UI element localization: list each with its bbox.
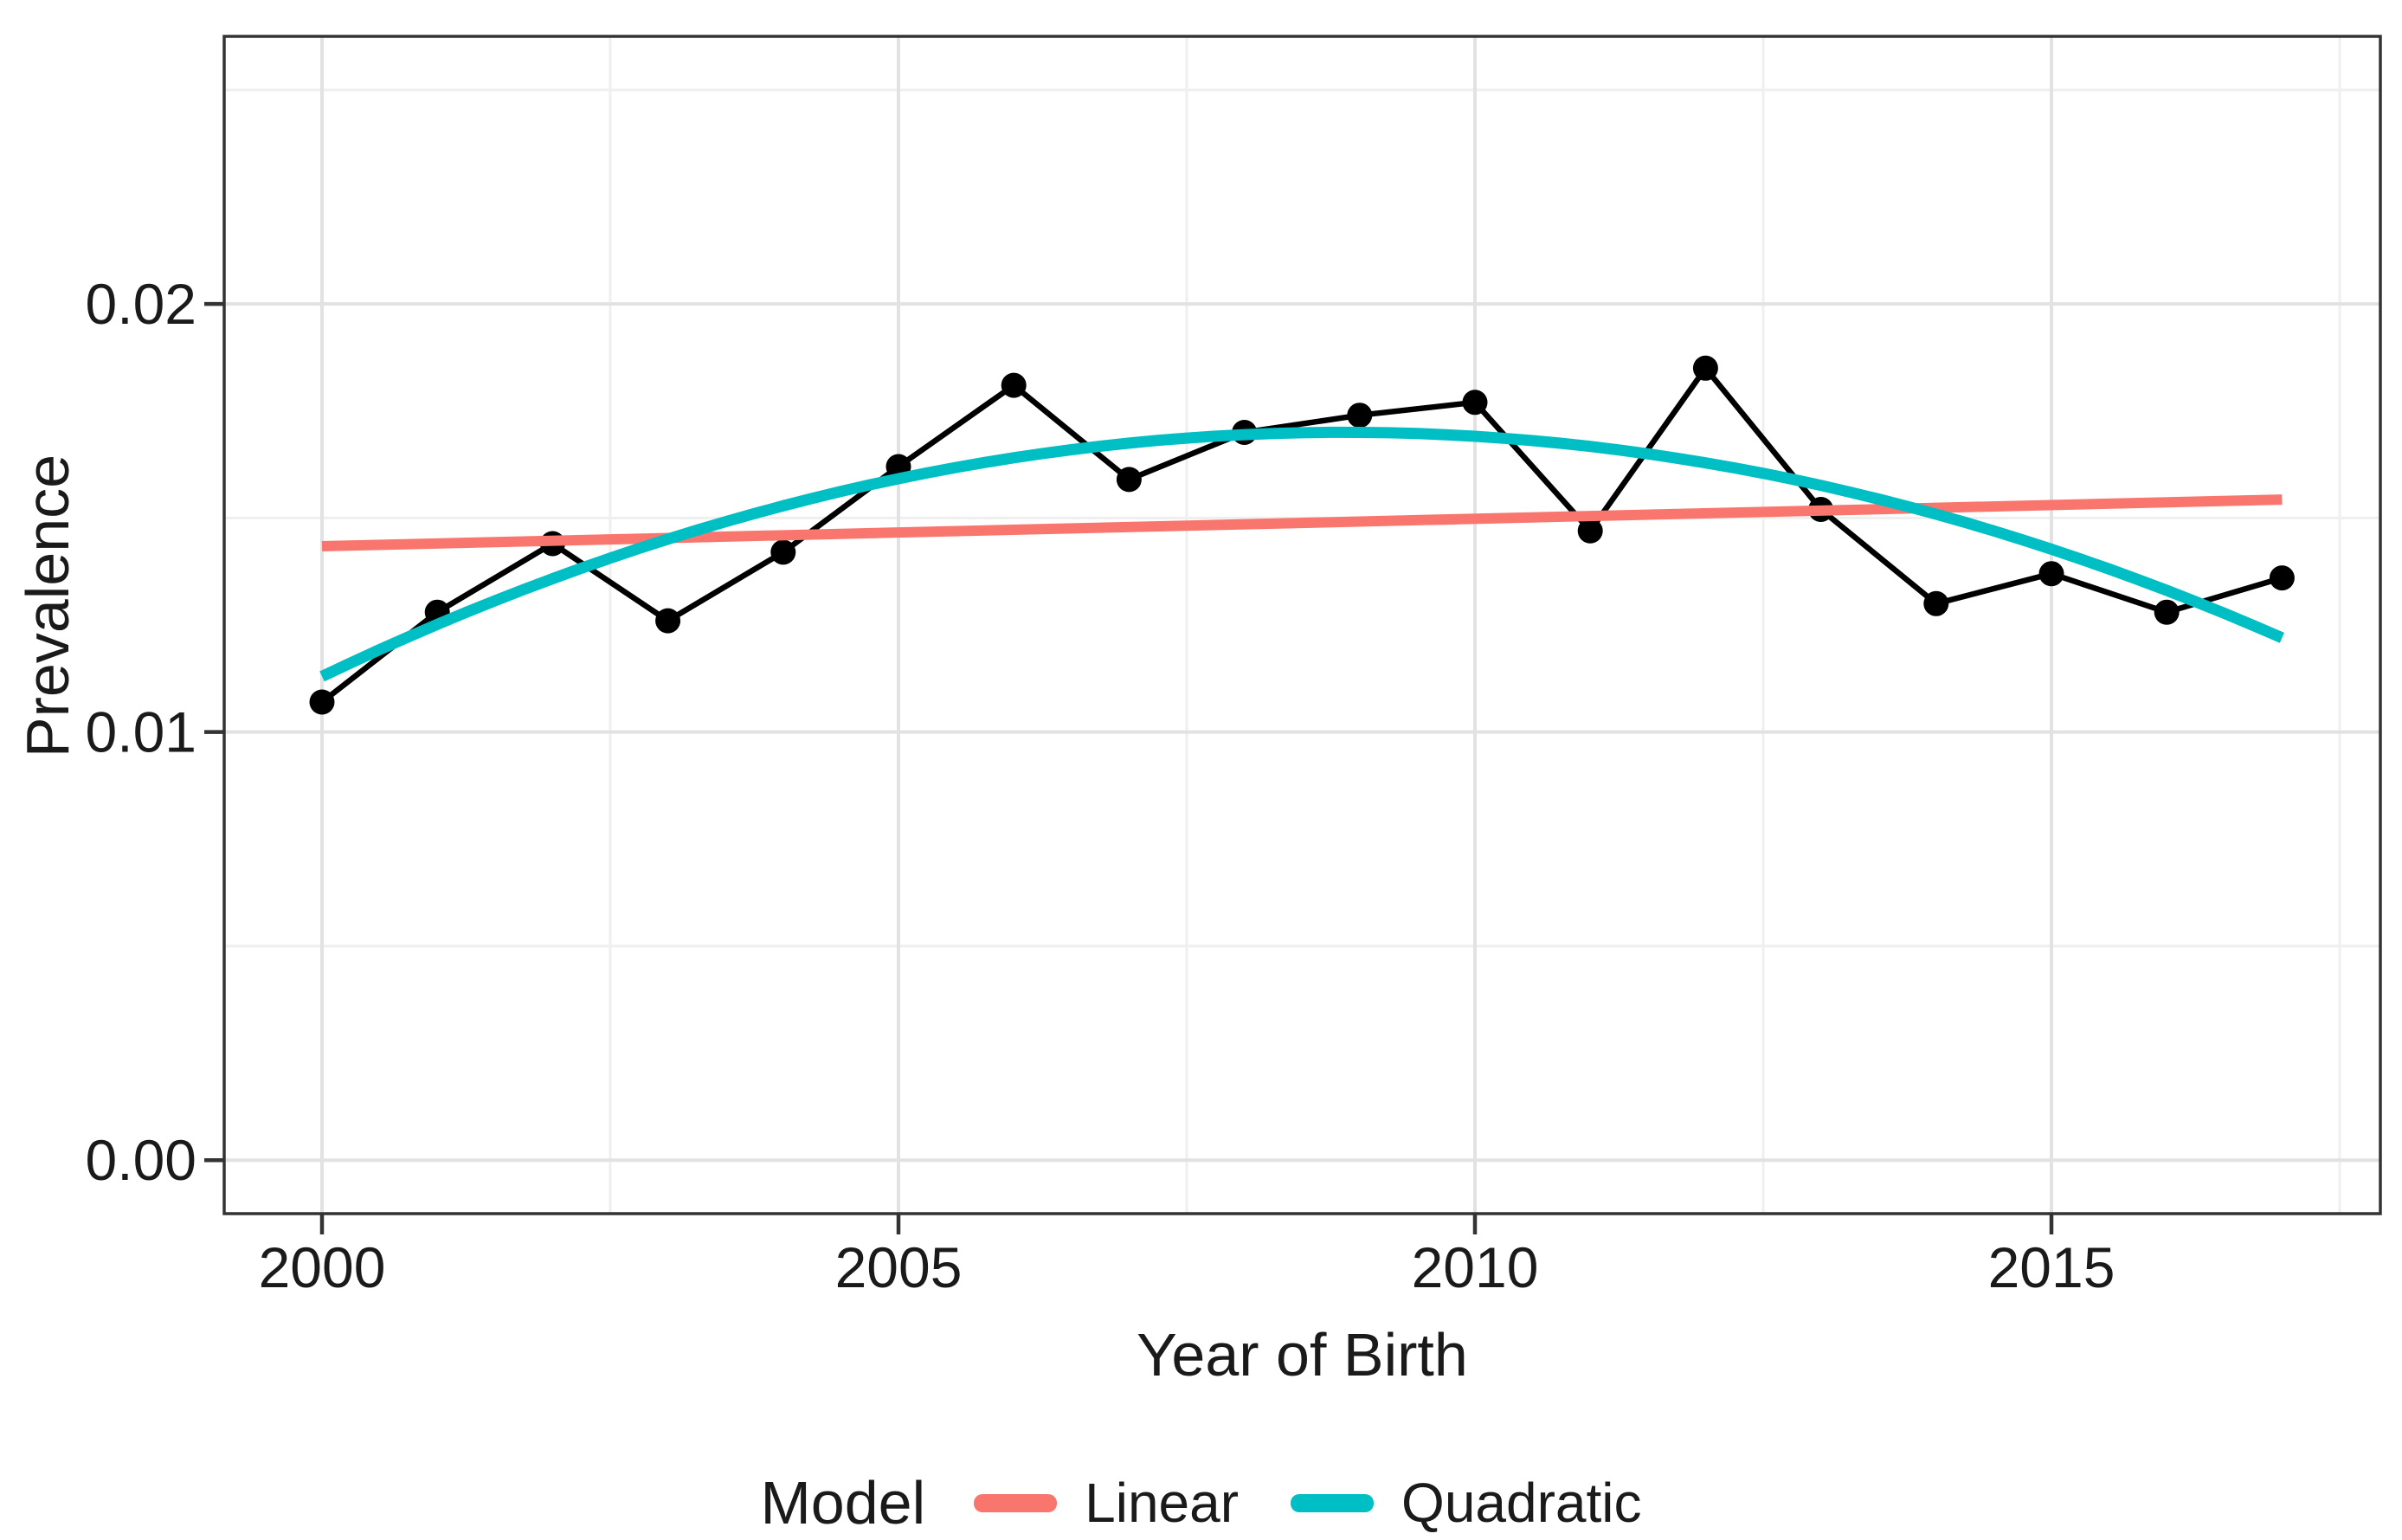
observed-point [2038,561,2064,587]
y-axis-title: Prevalence [14,454,81,758]
observed-point [1923,590,1949,616]
gridlines-major [224,36,2380,1214]
observed-line [319,365,2285,706]
observed-point [770,539,796,565]
legend-label-quadratic: Quadratic [1401,1472,1642,1534]
x-axis-title: Year of Birth [1137,1321,1468,1389]
x-tick-label: 2015 [1988,1235,2115,1299]
legend-item-linear: Linear [974,1471,1239,1535]
y-tick-label: 0.00 [86,1128,196,1192]
gridlines-minor [224,36,2380,1214]
observed-point [2269,565,2295,591]
observed-point [1692,355,1718,381]
x-tick-label: 2000 [259,1235,386,1299]
observed-point [1577,518,1603,544]
linear-fit-line [321,494,2283,552]
legend: Model Linear Quadratic [0,1466,2402,1540]
legend-swatch-linear [974,1493,1058,1512]
legend-title: Model [760,1469,926,1537]
panel-border [222,35,2382,1215]
legend-items: Linear Quadratic [974,1471,1642,1535]
axis-ticks [204,301,2054,1234]
observed-point [1462,390,1488,416]
y-tick-label: 0.01 [86,700,196,764]
observed-point [1116,467,1142,493]
tick-labels: 2000 2005 2010 2015 0.00 0.01 0.02 [86,272,2115,1299]
legend-label-linear: Linear [1085,1472,1240,1534]
y-tick-label: 0.02 [86,272,196,336]
observed-point [1001,372,1027,398]
quadratic-fit-curve [319,426,2284,682]
legend-item-quadratic: Quadratic [1291,1471,1642,1535]
observed-point [309,689,335,715]
observed-point [2154,599,2180,625]
x-tick-label: 2005 [835,1235,963,1299]
x-tick-label: 2010 [1412,1235,1539,1299]
legend-swatch-quadratic [1291,1493,1375,1512]
observed-point [1347,403,1373,428]
observed-point [655,608,681,634]
